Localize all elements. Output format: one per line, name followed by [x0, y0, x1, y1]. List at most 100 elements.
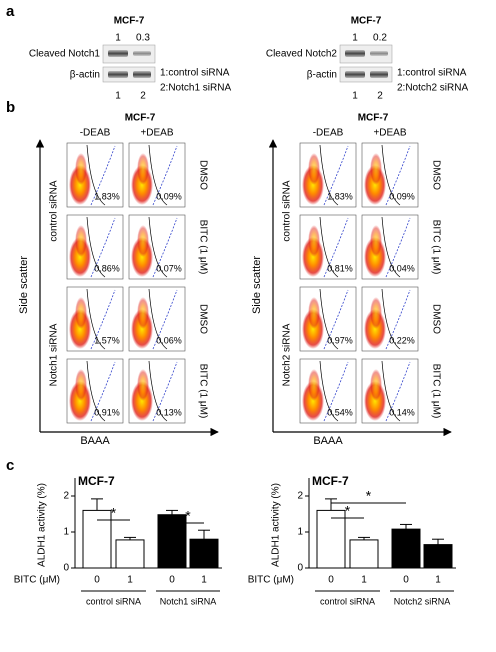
flow-plot: [361, 214, 419, 280]
cell-cloud: [75, 297, 87, 329]
y-tick-label: 1: [297, 527, 303, 538]
cell-cloud: [75, 225, 87, 257]
gate-percentage: 0.07%: [156, 263, 182, 273]
cell-cloud: [75, 153, 87, 185]
bar: [189, 538, 219, 569]
cell-cloud: [137, 225, 149, 257]
band-label: Cleaved Notch1: [29, 49, 101, 60]
flow-plot: [299, 286, 357, 352]
row-label: DMSO: [197, 304, 208, 334]
cell-cloud: [370, 225, 382, 257]
gate-line: [319, 288, 339, 350]
band-label: β-actin: [70, 70, 100, 81]
gate-line: [385, 289, 411, 350]
x-tick-label: 1: [127, 575, 133, 586]
gate-percentage: 0.04%: [389, 263, 415, 273]
gate-line: [86, 288, 106, 350]
blot-band: [108, 50, 128, 57]
significance-star: *: [345, 503, 351, 519]
band-ratio: 0.3: [136, 33, 150, 44]
group-label: Notch2 siRNA: [394, 596, 451, 606]
gate-percentage: 0.54%: [327, 407, 353, 417]
gate-percentage: 0.91%: [94, 407, 120, 417]
flow-plot: [361, 286, 419, 352]
bar: [423, 544, 453, 569]
gate-line: [148, 144, 168, 206]
lane-legend: 2:Notch1 siRNA: [160, 83, 231, 94]
gate-percentage: 1.83%: [327, 191, 353, 201]
lane-number: 2: [377, 91, 383, 102]
gate-line: [152, 289, 178, 350]
group-label: Notch2 siRNA: [282, 323, 293, 386]
blot-frame: [339, 66, 393, 83]
cell-cloud: [370, 369, 382, 401]
lane-legend: 2:Notch2 siRNA: [397, 83, 468, 94]
gate-percentage: 0.22%: [389, 335, 415, 345]
blot-title: MCF-7: [114, 16, 145, 27]
gate-percentage: 0.06%: [156, 335, 182, 345]
x-tick-label: 0: [169, 575, 175, 586]
bar: [349, 539, 379, 569]
gate-percentage: 0.09%: [389, 191, 415, 201]
gate-percentage: 0.97%: [327, 335, 353, 345]
panel-label: c: [6, 457, 14, 474]
y-axis-label: Side scatter: [251, 256, 263, 314]
gate-line: [319, 360, 339, 422]
gate-line: [323, 217, 349, 278]
flow-plot: [128, 286, 186, 352]
chart-title: MCF-7: [78, 474, 115, 488]
significance-star: *: [366, 488, 372, 504]
y-axis-label: Side scatter: [18, 256, 30, 314]
significance-star: *: [185, 508, 191, 524]
cell-cloud: [137, 153, 149, 185]
gate-percentage: 0.09%: [156, 191, 182, 201]
gate-line: [148, 216, 168, 278]
column-label: +DEAB: [140, 128, 173, 139]
bar: [82, 509, 112, 569]
band-label: Cleaved Notch2: [266, 49, 338, 60]
blot-frame: [339, 44, 393, 64]
x-tick-label: 0: [94, 575, 100, 586]
gate-line: [381, 360, 401, 422]
gate-line: [90, 217, 116, 278]
y-tick-label: 0: [297, 563, 303, 574]
blot-frame: [102, 44, 156, 64]
cell-cloud: [370, 297, 382, 329]
y-tick-label: 2: [297, 491, 303, 502]
cell-cloud: [308, 297, 320, 329]
blot-band: [345, 50, 365, 57]
gate-line: [323, 361, 349, 422]
column-label: -DEAB: [313, 128, 344, 139]
blot-band: [133, 71, 151, 78]
flow-plot: [299, 358, 357, 424]
row-label: BITC (1 μM): [430, 364, 441, 419]
band-ratio: 1: [115, 33, 121, 44]
blot-band: [345, 71, 365, 78]
flow-plot: [66, 358, 124, 424]
gate-percentage: 1.83%: [94, 191, 120, 201]
gate-line: [381, 144, 401, 206]
gate-line: [323, 289, 349, 350]
x-axis-label: BITC (μM): [248, 575, 294, 586]
gate-line: [86, 216, 106, 278]
row-label: BITC (1 μM): [197, 364, 208, 419]
gate-percentage: 0.14%: [389, 407, 415, 417]
flow-plot: [66, 214, 124, 280]
gate-line: [90, 289, 116, 350]
bar: [316, 509, 346, 569]
y-tick-label: 1: [63, 527, 69, 538]
column-label: +DEAB: [373, 128, 406, 139]
group-label: control siRNA: [320, 596, 375, 606]
gate-line: [86, 360, 106, 422]
gate-percentage: 0.13%: [156, 407, 182, 417]
gate-line: [385, 361, 411, 422]
lane-number: 1: [352, 91, 358, 102]
gate-line: [148, 360, 168, 422]
cell-cloud: [137, 297, 149, 329]
gate-line: [148, 288, 168, 350]
y-tick-label: 2: [63, 491, 69, 502]
band-label: β-actin: [307, 70, 337, 81]
row-label: BITC (1 μM): [197, 220, 208, 275]
row-label: DMSO: [430, 304, 441, 334]
